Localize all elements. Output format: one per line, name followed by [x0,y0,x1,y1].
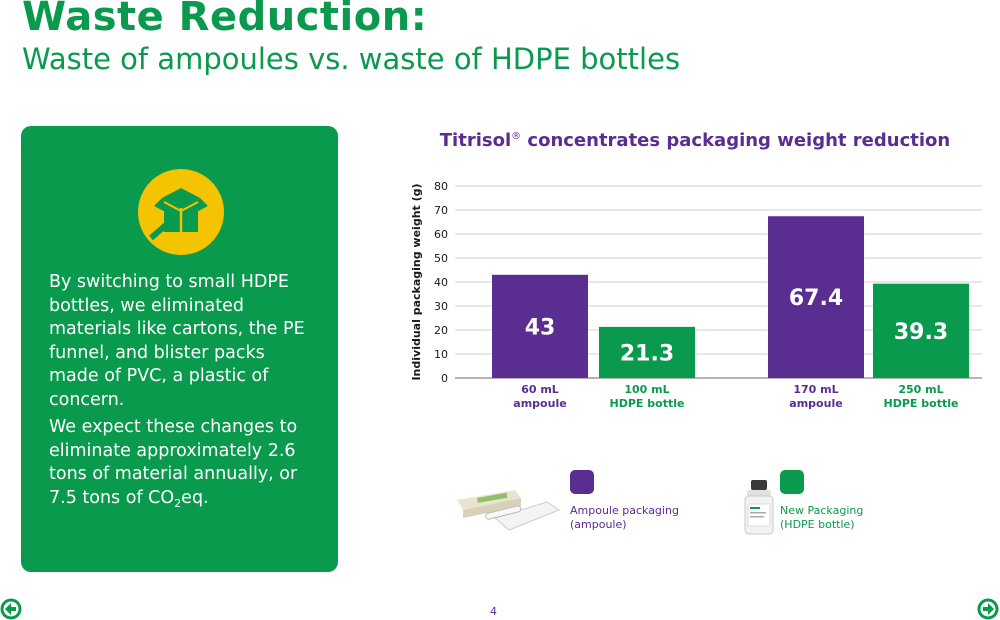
open-box-icon [138,169,224,255]
x-tick-label: 250 mL [898,383,943,396]
info-card: By switching to small HDPE bottles, we e… [21,126,338,572]
x-tick-label: HDPE bottle [884,397,959,410]
page-title: Waste Reduction: [22,0,428,40]
legend-label-hdpe: New Packaging (HDPE bottle) [780,504,864,531]
x-tick-label: 60 mL [521,383,559,396]
ampoule-package-image [457,490,561,531]
legend-swatch-ampoule [570,470,594,494]
y-tick-label: 10 [434,348,448,361]
back-arrow-icon[interactable] [0,598,22,620]
bar-value-label: 67.4 [789,286,843,311]
y-tick-label: 50 [434,252,448,265]
card-paragraph-2: We expect these changes to eliminate app… [49,417,298,510]
bar-chart: Individual packaging weight (g) 0 10 20 30 40… [410,180,982,410]
y-tick-label: 30 [434,300,448,313]
page-number: 4 [490,605,497,618]
bar-value-label: 39.3 [894,320,948,345]
x-tick-label: HDPE bottle [610,397,685,410]
y-axis-label: Individual packaging weight (g) [410,183,423,380]
legend-label-ampoule: Ampoule packaging (ampoule) [570,504,679,531]
forward-arrow-icon[interactable] [977,598,999,620]
bar [492,274,588,378]
page-subtitle: Waste of ampoules vs. waste of HDPE bott… [22,42,681,76]
y-tick-label: 60 [434,228,448,241]
bar [768,216,864,378]
y-tick-label: 80 [434,180,448,193]
bar-value-label: 43 [525,315,556,340]
x-tick-label: ampoule [789,397,842,410]
card-paragraph-1: By switching to small HDPE bottles, we e… [49,272,305,410]
x-tick-label: 170 mL [793,383,838,396]
x-tick-label: ampoule [513,397,566,410]
legend-swatch-hdpe [780,470,804,494]
bar-value-label: 21.3 [620,341,674,366]
bar [599,326,695,378]
y-tick-label: 70 [434,204,448,217]
hdpe-bottle-image [744,480,774,535]
y-tick-label: 40 [434,276,448,289]
y-tick-label: 0 [441,372,448,385]
x-tick-label: 100 mL [624,383,669,396]
chart-title: Titrisol® concentrates packaging weight … [439,130,951,151]
bar [873,283,969,378]
y-tick-label: 20 [434,324,448,337]
